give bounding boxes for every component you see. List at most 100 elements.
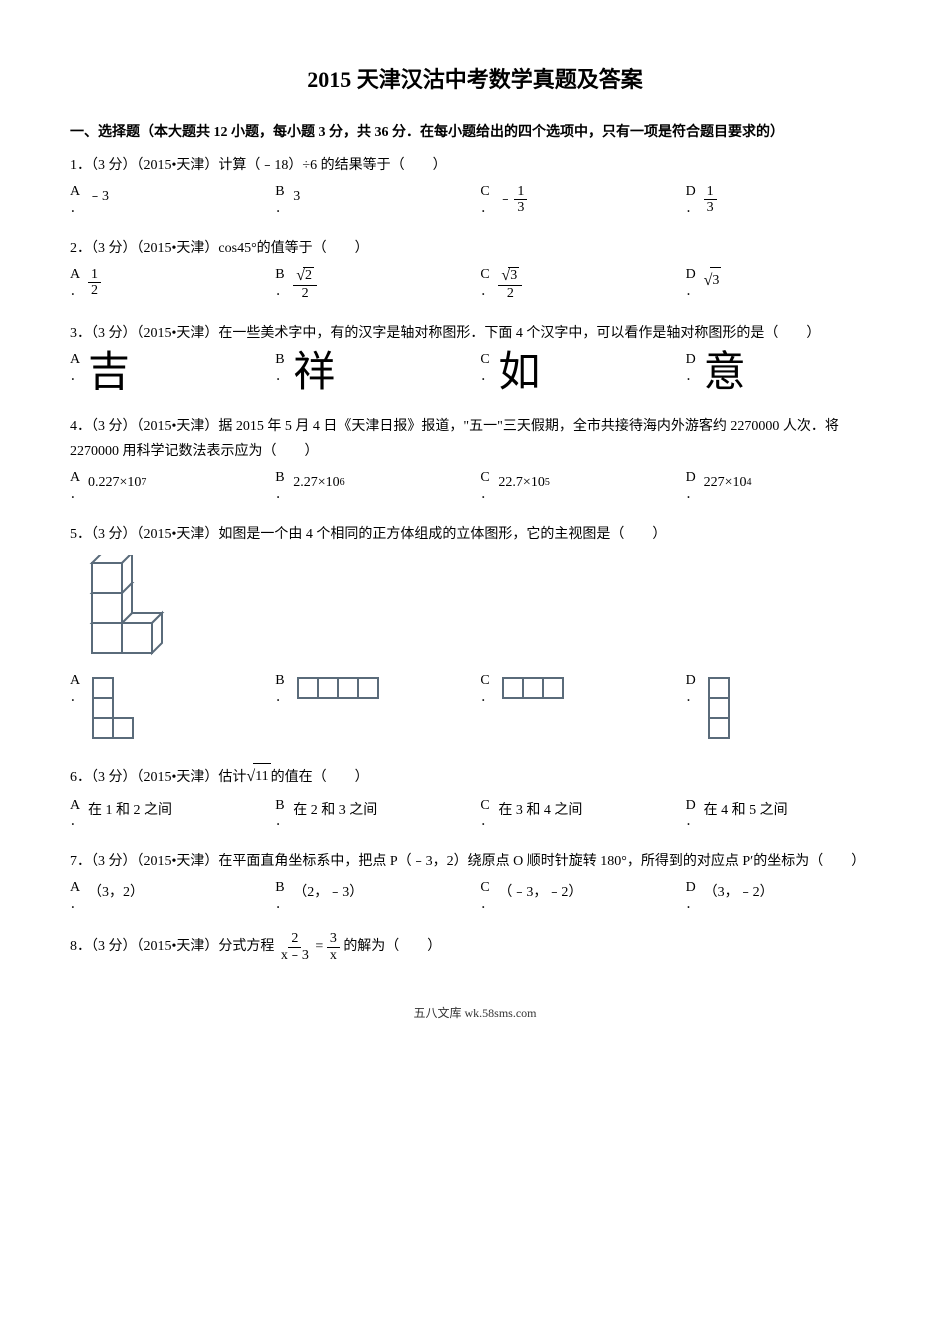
q4-C-base: 22.7×10	[498, 470, 544, 495]
q7-C-val: （﹣3，﹣2）	[498, 880, 582, 905]
q3-choice-B: B． 祥	[275, 352, 469, 394]
letter-B: B	[275, 880, 287, 897]
q4-choice-D: D． 227×104	[686, 470, 880, 501]
letter-A: A	[70, 880, 82, 897]
q1-D-fraction: 1 3	[704, 184, 717, 216]
letter-B: B	[275, 470, 287, 487]
q4-choices: A． 0.227×107 B． 2.27×106 C． 22.7×105 D． …	[70, 470, 880, 501]
cubes-icon	[70, 555, 190, 665]
q1-C-num: 1	[514, 184, 527, 200]
q5-B-shape	[293, 673, 383, 703]
q6-stem-pre: 6．（3 分）（2015•天津）估计	[70, 770, 246, 785]
q8-lhs-fraction: 2 x﹣3	[278, 931, 312, 963]
q5-A-shape	[88, 673, 158, 743]
letter-B: B	[275, 798, 287, 815]
q8-rhs-num: 3	[327, 931, 340, 947]
letter-D: D	[686, 673, 698, 690]
q1-A-val: ﹣3	[88, 184, 109, 209]
q2-choice-A: A． 1 2	[70, 267, 264, 301]
q5-choices: A． B． C．	[70, 673, 880, 743]
q5-choice-A: A．	[70, 673, 264, 743]
question-7: 7．（3 分）（2015•天津）在平面直角坐标系中，把点 P（﹣3，2）绕原点 …	[70, 849, 880, 911]
q1-B-val: 3	[293, 184, 300, 209]
q5-stem: 5．（3 分）（2015•天津）如图是一个由 4 个相同的正方体组成的立体图形，…	[70, 522, 880, 547]
q4-choice-C: C． 22.7×105	[480, 470, 674, 501]
letter-D: D	[686, 470, 698, 487]
letter-D: D	[686, 798, 698, 815]
q3-stem: 3．（3 分）（2015•天津）在一些美术字中，有的汉字是轴对称图形．下面 4 …	[70, 321, 880, 346]
q2-B-den: 2	[299, 286, 312, 301]
q4-stem: 4．（3 分）（2015•天津）据 2015 年 5 月 4 日《天津日报》报道…	[70, 414, 880, 464]
q8-lhs-den: x﹣3	[278, 948, 312, 963]
q6-choice-C: C． 在 3 和 4 之间	[480, 798, 674, 829]
q1-choice-B: B． 3	[275, 184, 469, 216]
q5-choice-D: D．	[686, 673, 880, 743]
q1-D-num: 1	[704, 184, 717, 200]
letter-D: D	[686, 880, 698, 897]
q3-choice-C: C． 如	[480, 352, 674, 394]
question-1: 1．（3 分）（2015•天津）计算（﹣18）÷6 的结果等于（ ） A． ﹣3…	[70, 153, 880, 216]
q6-A-val: 在 1 和 2 之间	[88, 798, 172, 823]
letter-C: C	[480, 470, 492, 487]
question-5: 5．（3 分）（2015•天津）如图是一个由 4 个相同的正方体组成的立体图形，…	[70, 522, 880, 743]
q6-choices: A． 在 1 和 2 之间 B． 在 2 和 3 之间 C． 在 3 和 4 之…	[70, 798, 880, 829]
letter-D: D	[686, 352, 698, 369]
q7-choices: A． （3，2） B． （2，﹣3） C． （﹣3，﹣2） D． （3，﹣2）	[70, 880, 880, 911]
q2-B-fraction: √2 2	[293, 267, 317, 301]
letter-C: C	[480, 267, 492, 284]
q7-choice-C: C． （﹣3，﹣2）	[480, 880, 674, 911]
q1-choice-C: C． ﹣ 1 3	[480, 184, 674, 216]
q2-C-sqrt: 3	[508, 267, 519, 283]
q5-D-shape	[704, 673, 739, 743]
q6-stem: 6．（3 分）（2015•天津）估计√11的值在（ ）	[70, 763, 880, 792]
letter-B: B	[275, 673, 287, 690]
q2-C-fraction: √3 2	[498, 267, 522, 301]
q4-A-exp: 7	[141, 474, 146, 492]
q2-choice-B: B． √2 2	[275, 267, 469, 301]
q7-B-val: （2，﹣3）	[293, 880, 363, 905]
q4-choice-B: B． 2.27×106	[275, 470, 469, 501]
q6-B-val: 在 2 和 3 之间	[293, 798, 377, 823]
q2-stem: 2．（3 分）（2015•天津）cos45°的值等于（ ）	[70, 236, 880, 261]
q3-B-char: 祥	[293, 352, 335, 394]
q2-A-fraction: 1 2	[88, 267, 101, 299]
page-footer: 五八文库 wk.58sms.com	[70, 1003, 880, 1025]
q4-D-exp: 4	[747, 474, 752, 492]
q2-C-den: 2	[504, 286, 517, 301]
q2-D-sqrt-val: 3	[710, 267, 721, 293]
q7-choice-A: A． （3，2）	[70, 880, 264, 911]
letter-A: A	[70, 267, 82, 284]
question-6: 6．（3 分）（2015•天津）估计√11的值在（ ） A． 在 1 和 2 之…	[70, 763, 880, 829]
q8-lhs-num: 2	[288, 931, 301, 947]
letter-A: A	[70, 673, 82, 690]
letter-C: C	[480, 798, 492, 815]
q3-choice-D: D． 意	[686, 352, 880, 394]
q2-choices: A． 1 2 B． √2 2 C． √3 2	[70, 267, 880, 301]
q8-stem-pre: 8．（3 分）（2015•天津）分式方程	[70, 939, 274, 954]
q5-figure	[70, 555, 880, 665]
q8-rhs-den: x	[327, 948, 340, 963]
question-8: 8．（3 分）（2015•天津）分式方程 2 x﹣3 = 3 x 的解为（ ）	[70, 931, 880, 963]
q6-sqrt-val: 11	[253, 763, 270, 789]
q4-B-base: 2.27×10	[293, 470, 339, 495]
letter-A: A	[70, 798, 82, 815]
q1-D-den: 3	[704, 200, 717, 215]
q2-A-den: 2	[88, 283, 101, 298]
question-3: 3．（3 分）（2015•天津）在一些美术字中，有的汉字是轴对称图形．下面 4 …	[70, 321, 880, 394]
q4-choice-A: A． 0.227×107	[70, 470, 264, 501]
letter-B: B	[275, 267, 287, 284]
q3-choice-A: A． 吉	[70, 352, 264, 394]
q1-C-neg: ﹣	[498, 187, 512, 212]
q5-choice-C: C．	[480, 673, 674, 743]
q2-choice-D: D． √3	[686, 267, 880, 301]
q7-choice-D: D． （3，﹣2）	[686, 880, 880, 911]
letter-A: A	[70, 470, 82, 487]
q8-stem: 8．（3 分）（2015•天津）分式方程 2 x﹣3 = 3 x 的解为（ ）	[70, 931, 880, 963]
q1-C-den: 3	[514, 200, 527, 215]
q4-A-base: 0.227×10	[88, 470, 141, 495]
letter-B: B	[275, 184, 287, 201]
q6-choice-B: B． 在 2 和 3 之间	[275, 798, 469, 829]
letter-C: C	[480, 352, 492, 369]
letter-C: C	[480, 880, 492, 897]
letter-C: C	[480, 673, 492, 690]
